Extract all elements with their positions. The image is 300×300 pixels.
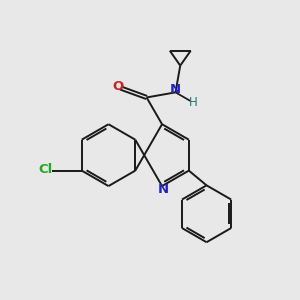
Text: N: N bbox=[158, 183, 169, 196]
Text: N: N bbox=[170, 83, 181, 96]
Text: Cl: Cl bbox=[39, 163, 53, 176]
Text: O: O bbox=[112, 80, 124, 93]
Text: H: H bbox=[189, 96, 198, 109]
